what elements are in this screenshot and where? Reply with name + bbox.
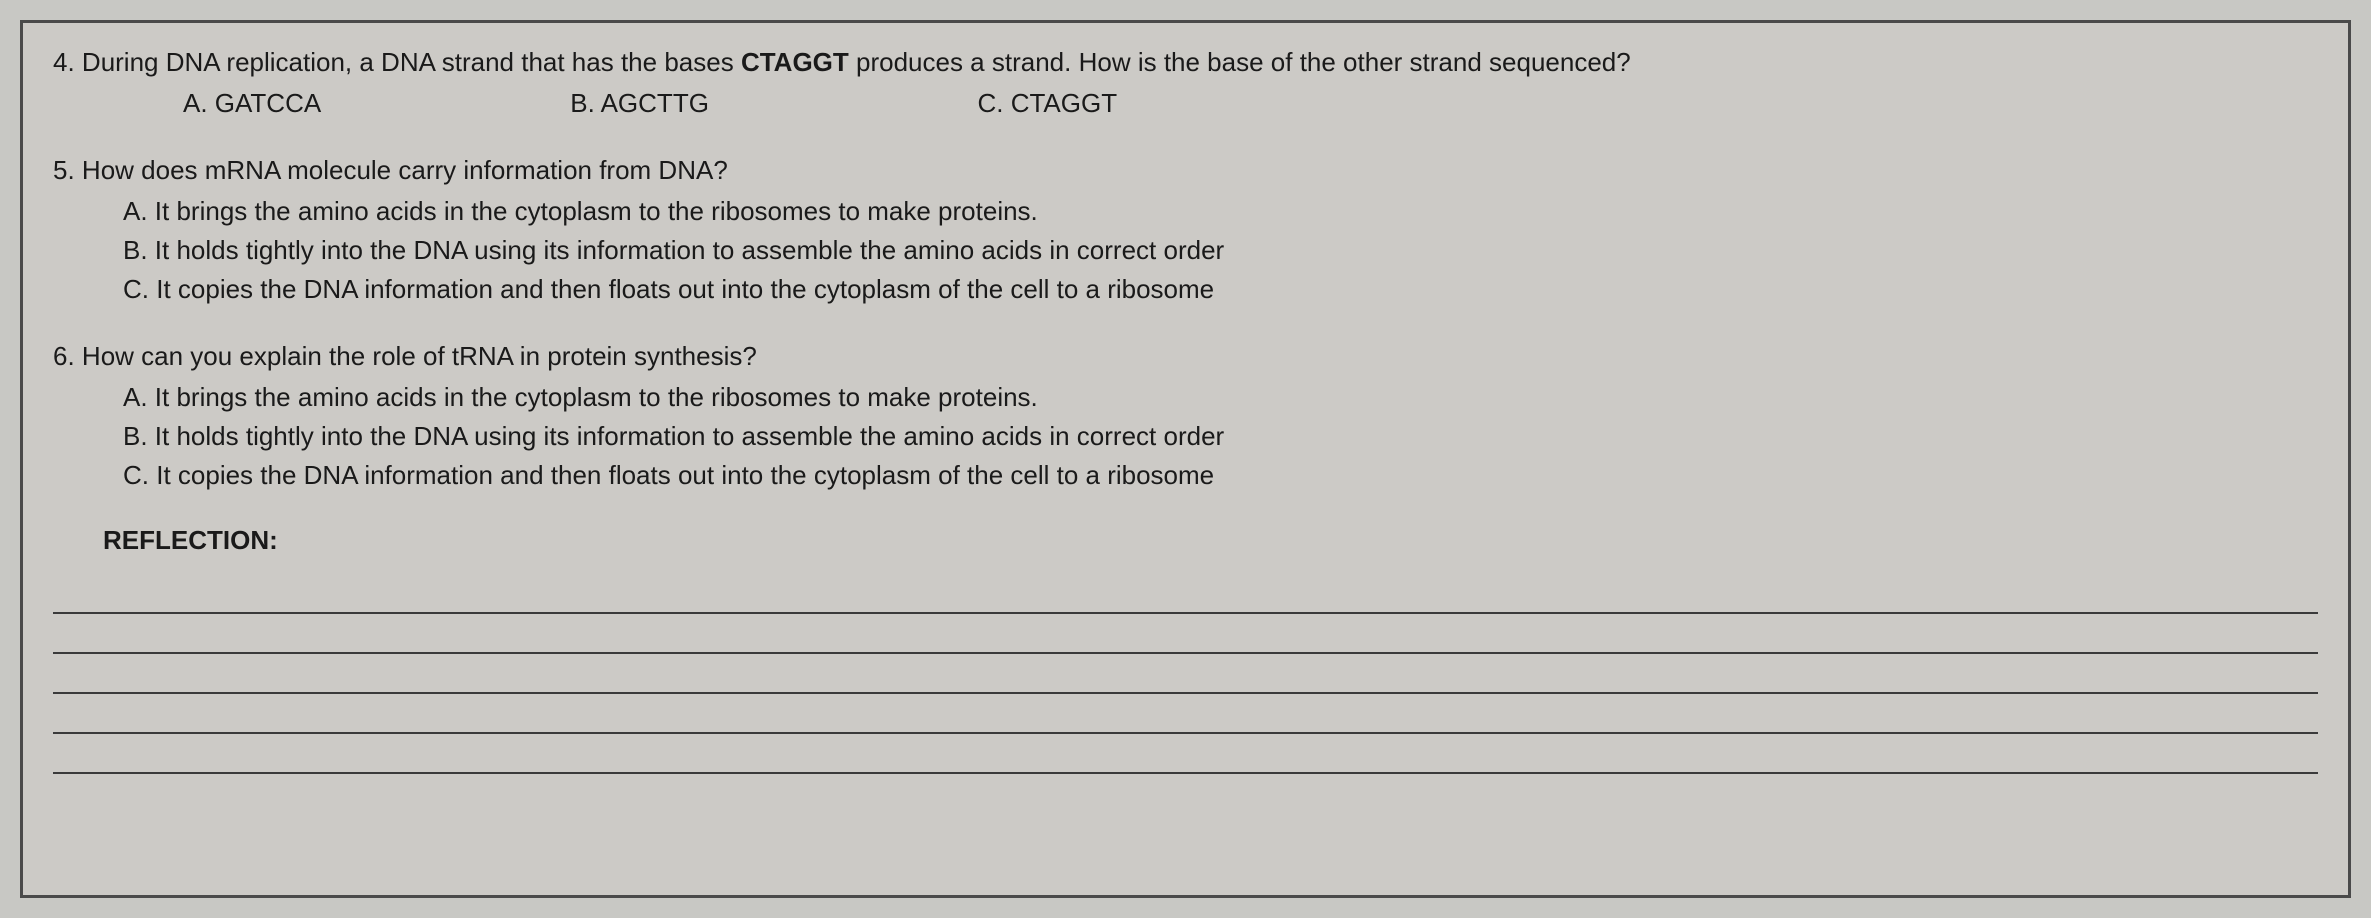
question-4-text-before: During DNA replication, a DNA strand tha…	[75, 47, 741, 77]
reflection-line[interactable]	[53, 614, 2318, 654]
worksheet-container: 4. During DNA replication, a DNA strand …	[20, 20, 2351, 898]
question-4-number: 4.	[53, 47, 75, 77]
question-6-text: How can you explain the role of tRNA in …	[75, 341, 757, 371]
question-6-number: 6.	[53, 341, 75, 371]
question-4-option-a: A. GATCCA	[183, 84, 563, 123]
question-5-option-a: A. It brings the amino acids in the cyto…	[123, 192, 2318, 231]
question-6-option-a: A. It brings the amino acids in the cyto…	[123, 378, 2318, 417]
question-5-option-b: B. It holds tightly into the DNA using i…	[123, 231, 2318, 270]
reflection-lines	[53, 574, 2318, 774]
question-4-text: 4. During DNA replication, a DNA strand …	[53, 43, 2318, 82]
question-4-bold: CTAGGT	[741, 47, 849, 77]
question-5-number: 5.	[53, 155, 75, 185]
question-6-option-c: C. It copies the DNA information and the…	[123, 456, 2318, 495]
question-5-text: How does mRNA molecule carry information…	[75, 155, 728, 185]
question-4-option-b: B. AGCTTG	[570, 84, 970, 123]
question-6: 6. How can you explain the role of tRNA …	[53, 337, 2318, 495]
reflection-line[interactable]	[53, 694, 2318, 734]
reflection-line[interactable]	[53, 734, 2318, 774]
question-4-text-after: produces a strand. How is the base of th…	[849, 47, 1631, 77]
reflection-label: REFLECTION:	[103, 525, 2318, 556]
question-5-option-c: C. It copies the DNA information and the…	[123, 270, 2318, 309]
question-4-options: A. GATCCA B. AGCTTG C. CTAGGT	[53, 84, 2318, 123]
question-4: 4. During DNA replication, a DNA strand …	[53, 43, 2318, 123]
question-4-option-c: C. CTAGGT	[977, 84, 1277, 123]
question-6-option-b: B. It holds tightly into the DNA using i…	[123, 417, 2318, 456]
question-5: 5. How does mRNA molecule carry informat…	[53, 151, 2318, 309]
reflection-line[interactable]	[53, 574, 2318, 614]
reflection-line[interactable]	[53, 654, 2318, 694]
question-5-options: A. It brings the amino acids in the cyto…	[53, 192, 2318, 309]
question-6-text-line: 6. How can you explain the role of tRNA …	[53, 337, 2318, 376]
question-6-options: A. It brings the amino acids in the cyto…	[53, 378, 2318, 495]
question-5-text-line: 5. How does mRNA molecule carry informat…	[53, 151, 2318, 190]
